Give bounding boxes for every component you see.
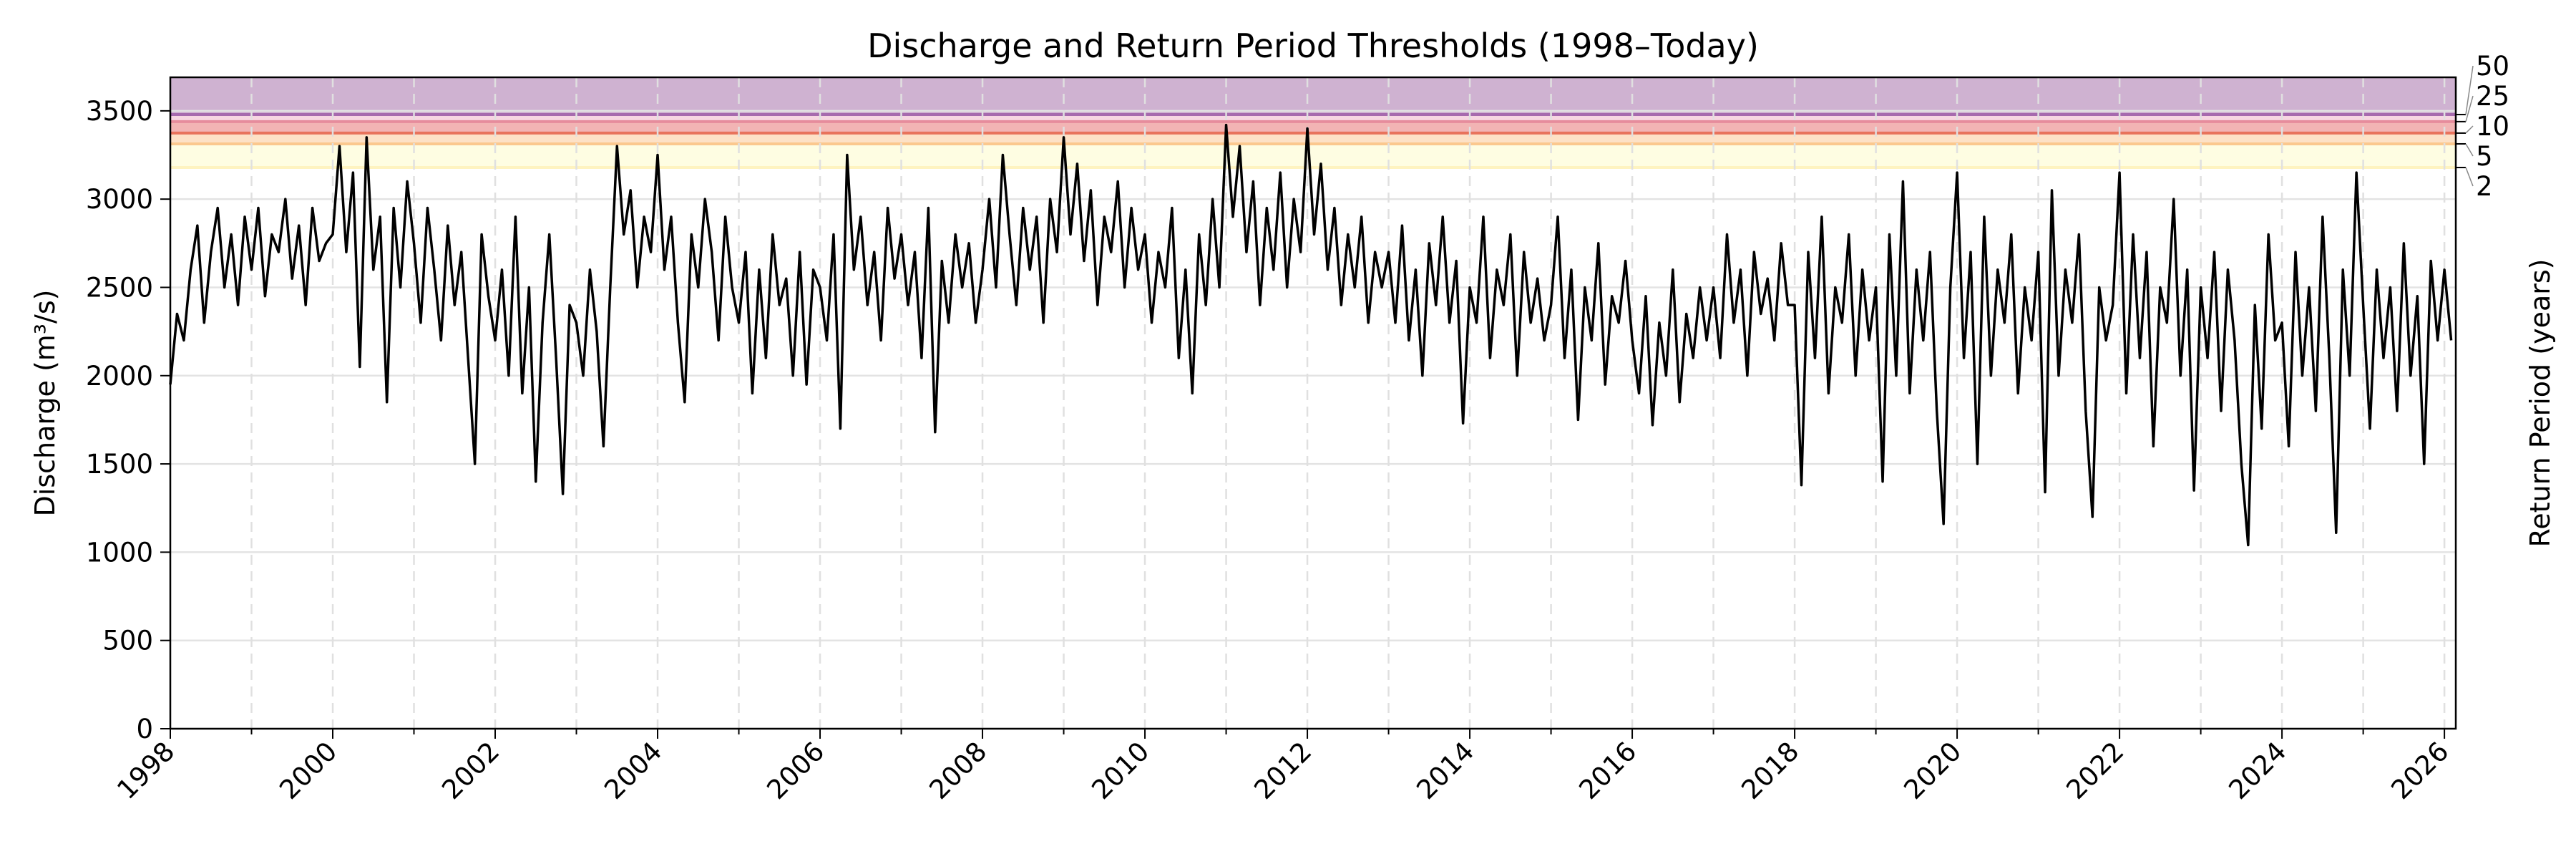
right-axis-label: Return Period (years) [2524, 259, 2556, 548]
band-5yr [170, 132, 2456, 144]
y-tick-label: 2000 [86, 361, 153, 392]
y-tick-label: 1500 [86, 449, 153, 480]
x-tick-label: 2018 [1735, 736, 1805, 805]
x-tick-label: 2002 [436, 736, 505, 805]
x-tick-label: 2006 [761, 736, 830, 805]
x-tick-label: 2020 [1898, 736, 1967, 805]
right-tick-label: 50 [2476, 51, 2509, 82]
y-tick-label: 3000 [86, 184, 153, 215]
band-2yr [170, 143, 2456, 168]
x-tick-label: 2004 [598, 736, 668, 805]
x-tick-label: 2008 [923, 736, 992, 805]
x-tick-label: 2012 [1248, 736, 1317, 805]
grid-lines [170, 77, 2456, 730]
return-period-bands [170, 77, 2456, 170]
x-tick-label: 2022 [2060, 736, 2129, 805]
discharge-series [169, 123, 2453, 547]
x-tick-label: 2024 [2223, 736, 2292, 805]
right-tick-label: 10 [2476, 111, 2509, 142]
right-tick-label: 5 [2476, 141, 2493, 172]
plot-frame [169, 76, 2457, 730]
right-tick-leader [2465, 95, 2474, 122]
x-tick-label: 2014 [1410, 736, 1480, 805]
discharge-line [169, 123, 2453, 547]
band-10yr [170, 121, 2456, 133]
band-25yr [170, 115, 2456, 122]
y-tick-label: 3500 [86, 96, 153, 127]
y-axis-label: Discharge (m³/s) [29, 290, 61, 517]
right-tick-label: 25 [2476, 81, 2509, 112]
x-tick-label: 2026 [2385, 736, 2454, 805]
x-tick-label: 2016 [1573, 736, 1642, 805]
right-tick-leader [2465, 125, 2474, 134]
x-tick-label: 2000 [273, 736, 343, 805]
band-50yr [170, 77, 2456, 115]
chart-title: Discharge and Return Period Thresholds (… [867, 26, 1759, 65]
x-tick-label: 2010 [1085, 736, 1155, 805]
right-tick-label: 2 [2476, 171, 2493, 202]
right-tick-leader [2465, 143, 2474, 157]
x-tick-label: 1998 [111, 736, 180, 805]
y-tick-label: 1000 [86, 537, 153, 568]
right-tick-leader [2465, 167, 2474, 187]
y-tick-label: 0 [136, 714, 153, 744]
y-tick-label: 2500 [86, 272, 153, 303]
right-tick-leader [2465, 65, 2474, 115]
y-tick-label: 500 [102, 626, 153, 656]
